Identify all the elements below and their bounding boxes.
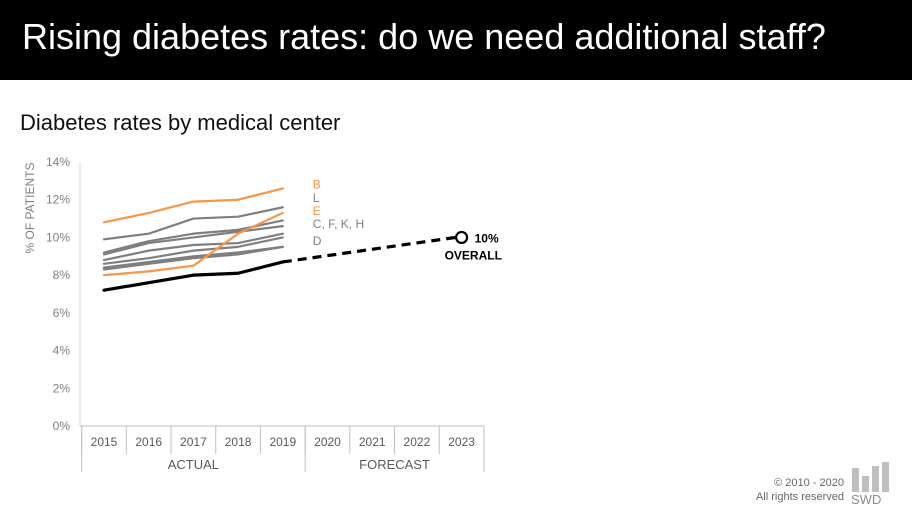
end-label-c-f-k-h: C, F, K, H — [313, 217, 364, 231]
slide-title: Rising diabetes rates: do we need additi… — [22, 16, 826, 57]
y-tick-label: 14% — [46, 155, 70, 169]
y-tick-label: 2% — [53, 381, 71, 395]
copyright-notice: © 2010 - 2020 All rights reserved — [756, 476, 844, 504]
series-line-center-6 — [102, 236, 284, 265]
y-tick-label: 8% — [53, 268, 71, 282]
y-tick-label: 10% — [46, 230, 70, 244]
x-tick-label: 2018 — [225, 435, 252, 449]
y-tick-label: 12% — [46, 193, 70, 207]
x-tick-label: 2015 — [91, 435, 118, 449]
swd-logo: SWD — [851, 462, 889, 506]
end-label-e: E — [313, 204, 321, 218]
y-tick-label: 6% — [53, 306, 71, 320]
x-tick-label: 2016 — [135, 435, 162, 449]
series-line-center-8 — [102, 245, 284, 271]
series-line-e — [102, 211, 284, 277]
rights-line: All rights reserved — [755, 491, 844, 503]
x-group-label: FORECAST — [359, 457, 430, 472]
y-axis-label: % OF PATIENTS — [23, 163, 37, 254]
x-tick-label: 2021 — [359, 435, 386, 449]
annotation-value: 10% — [475, 231, 499, 245]
end-label-b: B — [313, 178, 321, 192]
series-line-center-5 — [102, 232, 284, 262]
series-line-center-4 — [102, 225, 284, 256]
series-line-center-7 — [102, 245, 284, 269]
series-line-overall — [102, 260, 285, 292]
chart-title: Diabetes rates by medical center — [20, 110, 341, 135]
y-tick-label: 0% — [53, 419, 71, 433]
annotation-label: OVERALL — [445, 248, 502, 262]
series-line-b — [102, 187, 284, 224]
x-tick-label: 2023 — [448, 435, 475, 449]
x-tick-label: 2020 — [314, 435, 341, 449]
header-bar: Rising diabetes rates: do we need additi… — [0, 0, 912, 80]
x-tick-label: 2022 — [404, 435, 431, 449]
x-group-label: ACTUAL — [168, 457, 219, 472]
logo-text: SWD — [851, 492, 881, 506]
forecast-line-overall — [282, 235, 456, 264]
end-label-l: L — [313, 191, 320, 205]
x-tick-label: 2019 — [269, 435, 296, 449]
end-label-d: D — [313, 234, 322, 248]
copyright-line: © 2010 - 2020 — [774, 477, 844, 489]
series-line-l — [102, 206, 284, 241]
y-tick-label: 4% — [53, 344, 71, 358]
forecast-point-overall — [455, 230, 469, 245]
x-tick-label: 2017 — [180, 435, 207, 449]
